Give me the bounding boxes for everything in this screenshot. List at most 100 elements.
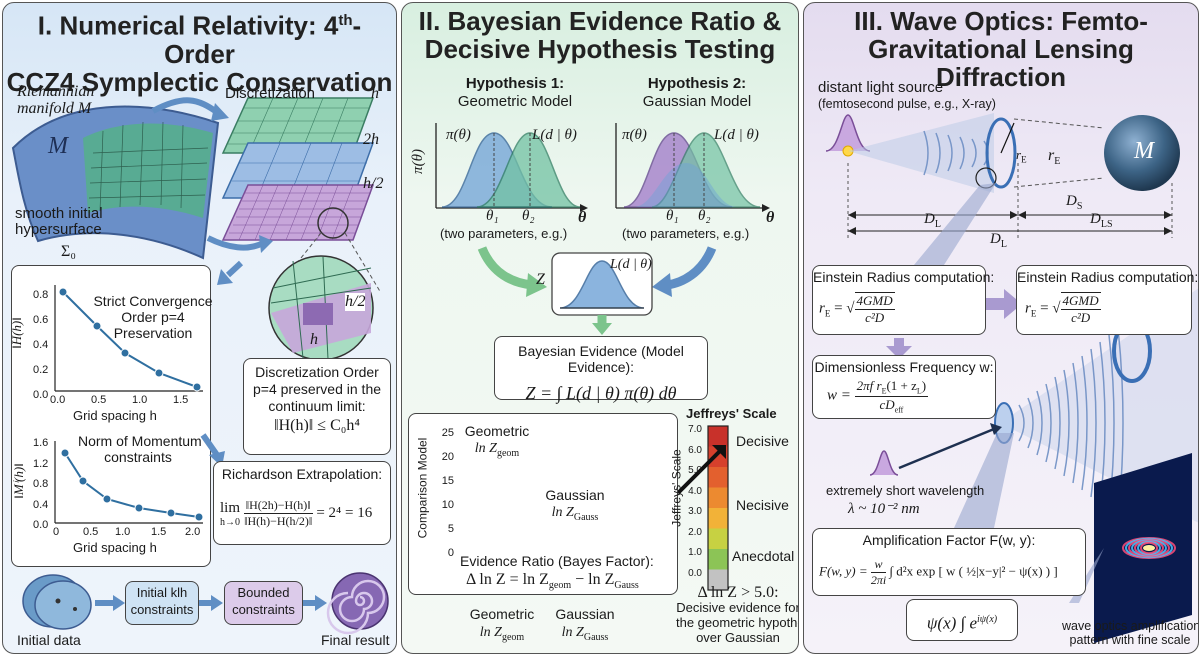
rE-sub: E bbox=[1054, 156, 1061, 168]
DL-lower-D: D bbox=[990, 231, 1001, 247]
panel1-title: I. Numerical Relativity: 4th-Order CCZ4 … bbox=[3, 7, 396, 96]
wavefront bbox=[1063, 369, 1070, 477]
jeffreys-tick: 5.0 bbox=[688, 465, 702, 476]
hypersurface-2: hypersurface bbox=[15, 221, 102, 238]
hyp1-sub: Geometric Model bbox=[457, 93, 573, 110]
flow-klh-box: Initial klh constraints bbox=[125, 581, 199, 625]
freq-num-end: (1 + z bbox=[886, 378, 917, 393]
frequency-formula: w = 2πf rE(1 + zL) cDeff bbox=[827, 378, 929, 415]
chart1-xtick: 0.5 bbox=[91, 394, 107, 406]
flow-final-label: Final result bbox=[321, 632, 390, 648]
chart1-xlabel: Grid spacing h bbox=[73, 408, 157, 423]
x-gauss-sub: Gauss bbox=[583, 631, 609, 643]
zoom-h-label: h bbox=[310, 331, 318, 348]
rE-label: rE bbox=[1048, 147, 1060, 167]
fringe-center bbox=[1143, 545, 1155, 551]
einstein-box-2: Einstein Radius computation: rE = √ 4GMD c… bbox=[1016, 265, 1198, 335]
flow-row-graphics bbox=[22, 572, 389, 635]
manifold-label-2: manifold M bbox=[17, 100, 92, 117]
richardson-numerator: ‖H(2h)−H(h)‖ bbox=[243, 498, 313, 514]
manifold-label-1: Riemannian bbox=[17, 83, 95, 100]
short-pulse bbox=[869, 450, 899, 476]
bar-ytick: 20 bbox=[441, 451, 454, 463]
freq-num: 2πf r bbox=[856, 378, 882, 393]
chart2-xtick: 0 bbox=[53, 526, 60, 538]
sigma-label: Σ₀ bbox=[61, 243, 76, 260]
manifold-M: M bbox=[48, 133, 68, 159]
fringe bbox=[1140, 541, 1158, 555]
disc-box-line2: p=4 preserved in the bbox=[252, 381, 382, 397]
evidence-title: Bayesian Evidence (Model Evidence): bbox=[518, 343, 684, 375]
freq-den-sub: eff bbox=[894, 405, 904, 415]
hypersurface-1: smooth initial bbox=[15, 205, 103, 222]
chart2-ytick: 1.6 bbox=[33, 437, 49, 449]
ratio-sub1: geom bbox=[548, 580, 572, 592]
amplification-box: Amplification Factor F(w, y): F(w, y) = … bbox=[812, 528, 1086, 596]
bar-chart-box bbox=[408, 413, 678, 595]
hyp2-theta1: θ₁ bbox=[666, 208, 679, 224]
ratio-title: Evidence Ratio (Bayes Factor): bbox=[460, 553, 654, 569]
hyp2-heading: Hypothesis 2: Gaussian Model bbox=[622, 75, 772, 111]
amp-lhs: F(w, y) = bbox=[819, 563, 868, 579]
zoom-h2-label: h/2 bbox=[345, 293, 366, 311]
pattern-caption-1: wave optics amplification bbox=[1062, 619, 1199, 633]
bar-geom-sub: geom bbox=[496, 447, 520, 459]
evidence-curve bbox=[559, 260, 645, 309]
psi-formula: ψ(x) ∫ e bbox=[926, 613, 978, 633]
DLS-D: D bbox=[1090, 211, 1101, 227]
richardson-result: = 2⁴ = 16 bbox=[316, 504, 373, 521]
DLS-sub: LS bbox=[1100, 219, 1113, 230]
jeffreys-tick: 0.0 bbox=[688, 567, 702, 579]
DL-upper-label: DL bbox=[924, 211, 941, 230]
chart2-xtick: 1.5 bbox=[151, 526, 167, 538]
einstein-formula-2: rE = √ 4GMD c²D bbox=[1025, 292, 1101, 325]
jeffreys-tick: 2.0 bbox=[688, 526, 702, 538]
chart2-point bbox=[134, 503, 144, 513]
wavefront bbox=[935, 132, 941, 174]
chart2-point bbox=[166, 508, 176, 518]
panel3-graphics bbox=[825, 113, 1198, 643]
chart1-point bbox=[192, 382, 202, 392]
ratio-formula: Δ ln Z = ln Zgeom − ln ZGauss bbox=[466, 571, 639, 591]
conclusion-text: Δ ln Z > 5.0: Decisive evidence for the … bbox=[676, 585, 799, 646]
flow-bounded-2: constraints bbox=[232, 602, 295, 617]
jeffreys-tick: 7.0 bbox=[688, 424, 702, 435]
chart2-xtick: 1.0 bbox=[115, 526, 131, 538]
wavefront bbox=[1027, 397, 1034, 449]
conclusion-2: Decisive evidence for bbox=[676, 600, 799, 615]
DL-lower-label: DL bbox=[990, 231, 1007, 250]
wavefront bbox=[1081, 355, 1088, 491]
richardson-lim: lim bbox=[220, 499, 241, 516]
bar-geom-label-1: Geometric bbox=[464, 423, 530, 439]
panel-wave-optics: III. Wave Optics: Femto- Gravitational L… bbox=[803, 2, 1199, 654]
flow-klh-1: Initial klh bbox=[136, 585, 188, 600]
psi-sup: iψ(x) bbox=[977, 614, 998, 625]
discretization-order-box: Discretization Order p=4 preserved in th… bbox=[243, 358, 391, 455]
panel2-curves bbox=[435, 123, 770, 591]
wavefront bbox=[923, 130, 929, 176]
x-gauss-1: Gaussian bbox=[555, 606, 615, 622]
hyp1-prior-label: π(θ) bbox=[446, 127, 471, 143]
jeffreys-ticks: 7.0 6.0 5.0 4.0 3.0 2.0 1.0 0.0 bbox=[684, 420, 702, 584]
chart1-title-2: Order p=4 bbox=[121, 309, 185, 325]
ratio-formula-main: Δ ln Z = ln Z bbox=[466, 571, 549, 588]
einstein-lhs-1: r bbox=[819, 300, 825, 317]
chart1-point bbox=[92, 321, 102, 331]
panel1-title-line1-end: -Order bbox=[164, 10, 362, 69]
frequency-title: Dimensionless Frequency w: bbox=[814, 359, 994, 375]
bar-gauss-label-1: Gaussian bbox=[545, 487, 605, 503]
wavefront bbox=[947, 134, 953, 172]
jeffreys-segment bbox=[708, 528, 728, 549]
panel2-title: II. Bayesian Evidence Ratio & Decisive H… bbox=[402, 7, 798, 63]
hyp1-theta1: θ₁ bbox=[486, 208, 499, 224]
mass-sphere bbox=[1104, 115, 1180, 191]
chart2-title-1: Norm of Momentum bbox=[78, 433, 202, 449]
frequency-box: Dimensionless Frequency w: w = 2πf rE(1 … bbox=[812, 355, 996, 419]
bar-ytick: 25 bbox=[441, 427, 454, 439]
evidence-box: Bayesian Evidence (Model Evidence): Z = … bbox=[494, 336, 708, 403]
chart1-point bbox=[154, 368, 164, 378]
panel-bayesian-evidence: II. Bayesian Evidence Ratio & Decisive H… bbox=[401, 2, 799, 654]
wavefront bbox=[1054, 376, 1061, 470]
disc-box-line1: Discretization Order bbox=[255, 364, 379, 380]
richardson-formula: lim h→0 ‖H(2h)−H(h)‖ ‖H(h)−H(h/2)‖ = 2⁴ = … bbox=[220, 498, 372, 529]
